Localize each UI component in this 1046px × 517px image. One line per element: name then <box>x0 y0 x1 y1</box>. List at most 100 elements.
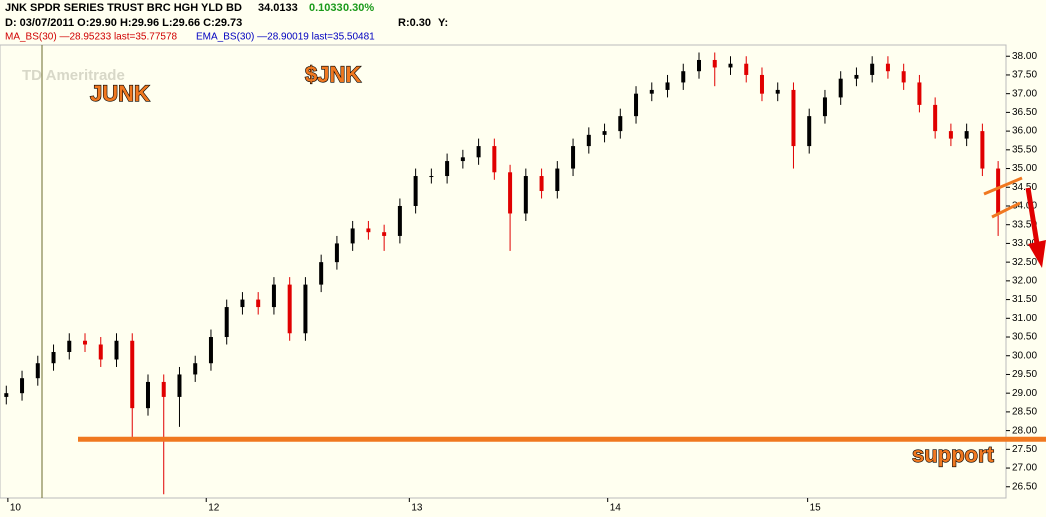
candle-body <box>145 381 150 409</box>
y-tick-label: 29.50 <box>1012 369 1037 380</box>
candle-body <box>271 284 276 308</box>
candle-body <box>445 161 450 177</box>
plot-layer: 26.50 27.00 27.50 28.00 28.50 29.00 29.50 30.00… <box>4 51 1046 514</box>
y-tick-label: 36.00 <box>1012 126 1037 137</box>
candle-body <box>822 97 827 117</box>
candle-body <box>20 378 25 394</box>
logo: TD Ameritrade <box>22 67 125 84</box>
candle-body <box>539 176 544 192</box>
y-tick-label: 37.00 <box>1012 88 1037 99</box>
candle-body <box>697 59 702 72</box>
y-tick-label: 29.00 <box>1012 388 1037 399</box>
candle-body <box>744 63 749 75</box>
candle-body <box>807 116 812 147</box>
y-tick-label: 30.00 <box>1012 350 1037 361</box>
last-price: 34.0133 <box>258 2 298 14</box>
candle-body <box>759 74 764 94</box>
candle-body <box>177 374 182 397</box>
candle-body <box>303 284 308 334</box>
candle-body <box>67 340 72 352</box>
candle-body <box>602 131 607 135</box>
arrow-head <box>1028 240 1046 268</box>
y-tick-label: 28.50 <box>1012 407 1037 418</box>
y-tick-label: 32.00 <box>1012 276 1037 287</box>
y-tick-label: 28.00 <box>1012 425 1037 436</box>
candle-body <box>523 176 528 214</box>
y-tick-label: 31.50 <box>1012 294 1037 305</box>
candle-body <box>571 146 576 169</box>
plot-area <box>0 44 1007 499</box>
candle-body <box>334 243 339 263</box>
candle-body <box>51 351 56 364</box>
candle-body <box>208 337 213 364</box>
candle-body <box>460 157 465 162</box>
arrow <box>1025 187 1041 251</box>
y-readout: Y: <box>438 17 448 29</box>
candle-body <box>901 71 906 83</box>
candle-body <box>508 172 513 214</box>
candle-body <box>366 228 371 233</box>
candle-body <box>948 131 953 139</box>
candle-body <box>114 340 119 360</box>
y-tick-label: 27.50 <box>1012 444 1037 455</box>
change: 0.1033 <box>309 2 343 14</box>
ma-label: MA_BS(30) —28.95233 last=35.77578 <box>5 32 177 43</box>
candle-body <box>492 146 497 173</box>
candle-body <box>838 78 843 98</box>
annotation: $JNK <box>305 62 361 87</box>
y-tick-label: 27.00 <box>1012 463 1037 474</box>
candle-body <box>240 299 245 308</box>
candle-body <box>4 393 9 397</box>
candle-body <box>35 363 40 379</box>
candle-body <box>83 340 88 345</box>
candle-body <box>429 176 434 178</box>
x-tick-label: 10 <box>10 503 22 514</box>
y-tick-label: 37.50 <box>1012 70 1037 81</box>
candle-body <box>665 82 670 90</box>
candle-body <box>476 146 481 158</box>
info: D: 03/07/2011 O:29.90 H:29.96 L:29.66 C:… <box>5 17 242 29</box>
change-pct: 0.30% <box>343 2 374 14</box>
candle-body <box>287 284 292 334</box>
candle-body <box>130 340 135 409</box>
candle-body <box>681 71 686 83</box>
y-tick-label: 35.50 <box>1012 144 1037 155</box>
x-tick-label: 13 <box>411 503 423 514</box>
candle-body <box>933 104 938 132</box>
y-tick-label: 26.50 <box>1012 481 1037 492</box>
x-tick-label: 15 <box>810 503 822 514</box>
candle-body <box>964 131 969 139</box>
candle-body <box>996 168 1001 214</box>
candle-body <box>728 63 733 68</box>
header-bg <box>0 0 1046 45</box>
candle-body <box>413 176 418 206</box>
annotation: JUNK <box>90 81 150 106</box>
candle-body <box>224 307 229 338</box>
candle-body <box>917 82 922 105</box>
ema-label: EMA_BS(30) —28.90019 last=35.50481 <box>196 32 375 43</box>
title: JNK SPDR SERIES TRUST BRC HGH YLD BD <box>5 2 242 14</box>
candle-body <box>555 168 560 192</box>
y-tick-label: 34.00 <box>1012 201 1037 212</box>
y-tick-label: 35.00 <box>1012 163 1037 174</box>
candle-body <box>256 299 261 308</box>
y-tick-label: 34.50 <box>1012 182 1037 193</box>
candle-body <box>98 344 103 360</box>
y-tick-label: 38.00 <box>1012 51 1037 62</box>
candle-body <box>350 228 355 244</box>
y-tick-label: 33.00 <box>1012 238 1037 249</box>
channel-line <box>991 201 1021 219</box>
x-tick-label: 12 <box>208 503 220 514</box>
y-tick-label: 36.50 <box>1012 107 1037 118</box>
y-tick-label: 32.50 <box>1012 257 1037 268</box>
candle-body <box>870 63 875 75</box>
y-tick-label: 30.50 <box>1012 332 1037 343</box>
candle-body <box>980 131 985 169</box>
annotation: support <box>912 442 995 467</box>
x-tick-label: 14 <box>610 503 622 514</box>
candle-body <box>649 89 654 94</box>
candle-body <box>586 134 591 147</box>
candle-body <box>319 262 324 285</box>
candle-body <box>854 74 859 79</box>
